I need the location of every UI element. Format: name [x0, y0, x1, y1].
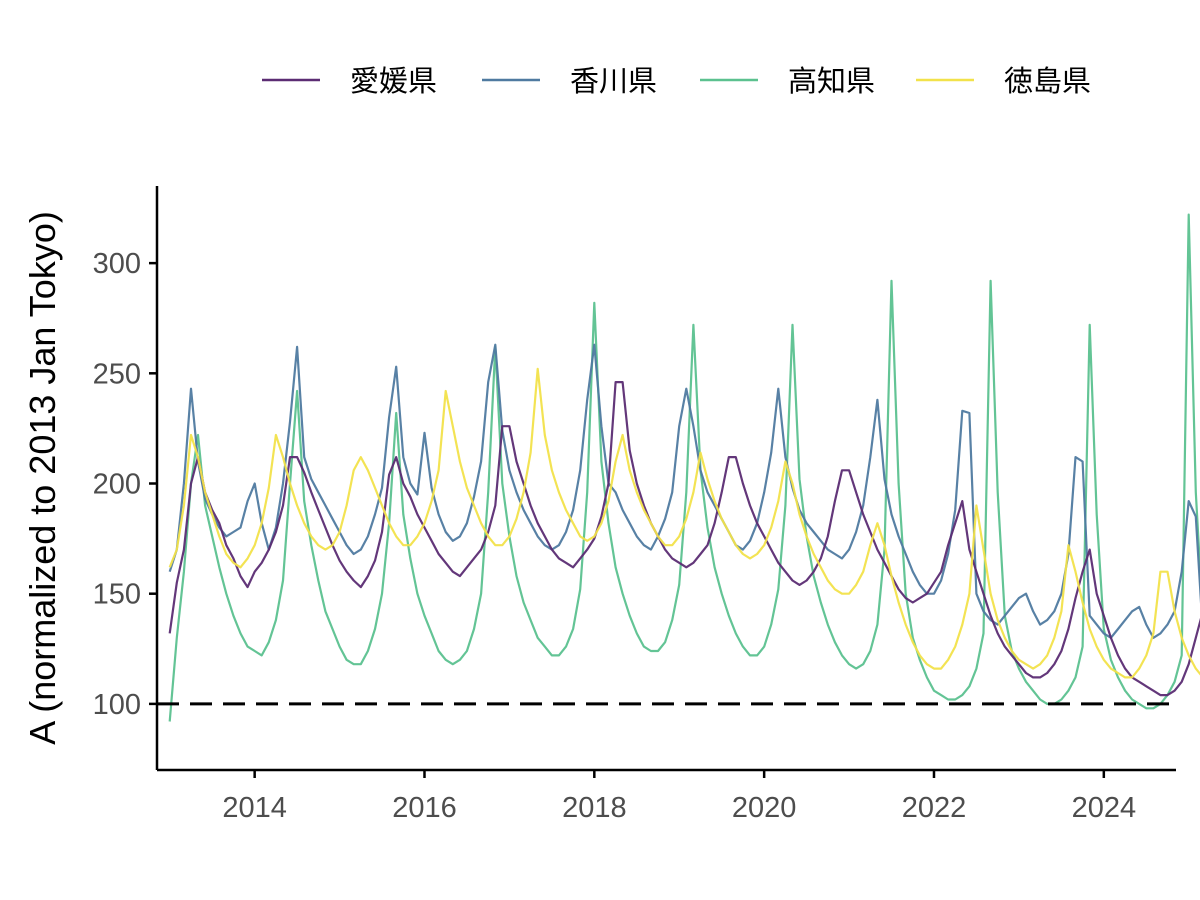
legend-label: 徳島県: [1004, 64, 1091, 98]
x-tick-label: 2020: [732, 792, 797, 824]
legend-label: 愛媛県: [350, 64, 437, 98]
series-line-3: [168, 367, 1200, 679]
legend-item: 徳島県: [916, 64, 1091, 98]
x-axis-ticks: 2014 2016 2018 2020 2022 2024: [222, 770, 1136, 824]
legend-item: 香川県: [482, 64, 657, 98]
y-tick-label: 100: [93, 689, 141, 721]
y-tick-label: 200: [93, 469, 141, 501]
y-axis-ticks: 100 150 200 250 300: [93, 248, 157, 721]
series-line-1: [168, 343, 1200, 639]
legend-label: 高知県: [788, 64, 875, 98]
y-axis-title: A (normalized to 2013 Jan Tokyo): [22, 211, 63, 745]
x-tick-label: 2014: [222, 792, 287, 824]
legend-label: 香川県: [570, 64, 657, 98]
series-line-0: [168, 381, 1200, 697]
y-tick-label: 250: [93, 358, 141, 390]
plot-area: [168, 213, 1200, 722]
axes: [155, 186, 1176, 772]
legend-item: 高知県: [700, 64, 875, 98]
x-tick-label: 2016: [392, 792, 457, 824]
x-tick-label: 2024: [1072, 792, 1137, 824]
legend: 愛媛県 香川県 高知県 徳島県: [262, 64, 1091, 98]
series-line-2: [168, 213, 1200, 722]
y-tick-label: 300: [93, 248, 141, 280]
x-tick-label: 2022: [902, 792, 967, 824]
legend-item: 愛媛県: [262, 64, 437, 98]
x-tick-label: 2018: [562, 792, 627, 824]
y-tick-label: 150: [93, 579, 141, 611]
